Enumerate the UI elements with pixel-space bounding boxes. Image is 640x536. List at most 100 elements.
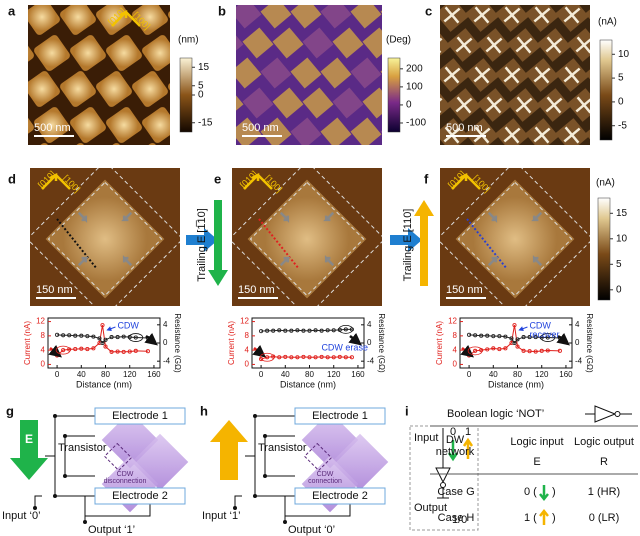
data-point: [133, 335, 138, 340]
afm-island: [132, 5, 168, 35]
afm-island: [260, 57, 292, 89]
annotation: CDW: [529, 320, 551, 330]
node: [283, 520, 287, 524]
cdw-cross: [533, 6, 551, 24]
data-point: [557, 348, 562, 353]
node: [63, 434, 67, 438]
afm-island: [453, 0, 487, 2]
data-point: [91, 346, 96, 351]
afm-island: [350, 117, 382, 145]
colorbar-unit: (nm): [178, 35, 199, 46]
level-arrow: [447, 440, 459, 462]
afm-island: [96, 5, 132, 35]
afm-island: [168, 5, 170, 35]
afm-island: [96, 71, 132, 107]
electrode-label: Electrode 2: [112, 490, 168, 502]
x-tick-label: 80: [101, 370, 110, 379]
data-point: [109, 349, 114, 354]
colorbar: [597, 197, 611, 301]
afm-island: [290, 5, 322, 29]
data-point: [301, 328, 306, 333]
indicator-arrow: [556, 332, 570, 346]
transistor-label: Transistor: [58, 442, 107, 454]
annotation: recover: [529, 329, 559, 339]
afm-island: [142, 107, 170, 143]
data-point: [73, 347, 78, 352]
series-line: [56, 325, 148, 356]
input-arrow: [539, 508, 549, 525]
x-tick-label: 40: [489, 370, 498, 379]
data-point: [307, 355, 312, 360]
outline: [30, 168, 180, 306]
cdw-cross: [443, 66, 461, 84]
data-point: [295, 355, 300, 360]
data-point: [115, 349, 120, 354]
scale-label: 150 nm: [446, 284, 483, 296]
annotation: CDW: [117, 320, 139, 330]
data-point: [479, 333, 484, 338]
polarization-arrow: [487, 256, 499, 267]
data-point: [467, 332, 472, 337]
y2-tick-label: -4: [575, 356, 583, 365]
cdw-cross: [575, 96, 590, 114]
cdw-cross: [533, 126, 551, 144]
scale-label: 150 nm: [238, 284, 275, 296]
afm-island: [28, 71, 60, 107]
indicator-arrow: [348, 332, 362, 346]
panel-letter: e: [214, 171, 221, 186]
data-point: [545, 348, 550, 353]
table-cell: 0 (: [524, 486, 537, 498]
highlight: [467, 346, 483, 356]
not-gate: [585, 405, 632, 423]
afm-image: [440, 0, 607, 145]
afm-island: [290, 57, 322, 89]
indicator-arrow: [144, 332, 158, 346]
data-point: [109, 335, 114, 340]
afm-island: [350, 5, 382, 29]
highlight: [55, 345, 71, 355]
output-label: Output: [414, 502, 447, 514]
not-dot: [614, 411, 621, 417]
afm-island: [362, 27, 382, 59]
colorbar-tick-label: -100: [406, 118, 426, 129]
electrode-label: Electrode 2: [312, 490, 368, 502]
data-point: [301, 354, 306, 359]
colorbar-unit: (Deg): [386, 35, 411, 46]
panel-letter: a: [8, 3, 16, 18]
afm-island: [242, 87, 274, 119]
inverter: [435, 428, 451, 499]
cdw-cross: [455, 96, 473, 114]
afm-island: [440, 88, 451, 122]
series-line: [469, 334, 560, 344]
y-tick-label: 0: [453, 360, 458, 369]
afm-island: [70, 35, 106, 71]
colorbar-tick-label: 5: [198, 80, 204, 91]
afm-island: [573, 0, 607, 2]
data-point: [515, 337, 520, 342]
outline: [440, 168, 590, 306]
y2-tick-label: -4: [367, 356, 375, 365]
y2-tick-label: 0: [367, 338, 372, 347]
panel-letter: b: [218, 3, 226, 18]
data-point: [325, 355, 330, 360]
x-tick-label: 40: [77, 370, 86, 379]
table-title: Boolean logic ‘NOT’: [447, 408, 544, 420]
profile-line: [258, 218, 300, 270]
x-axis-label: Distance (nm): [280, 379, 336, 389]
data-point: [145, 349, 150, 354]
node: [83, 520, 87, 524]
data-point: [521, 335, 526, 340]
y-axis-label: Current (nA): [435, 321, 444, 365]
node: [253, 494, 257, 498]
polarization-arrow: [122, 255, 133, 267]
node: [233, 506, 237, 510]
polarization-arrow: [77, 256, 89, 267]
afm-island: [0, 70, 25, 109]
inverter-dot: [440, 482, 446, 488]
afm-island: [302, 27, 334, 59]
direction-arrows: [243, 172, 273, 190]
y-tick-label: 4: [245, 345, 250, 354]
table-cell: 1 (HR): [588, 486, 620, 498]
colorbar-tick-label: 5: [616, 259, 622, 270]
